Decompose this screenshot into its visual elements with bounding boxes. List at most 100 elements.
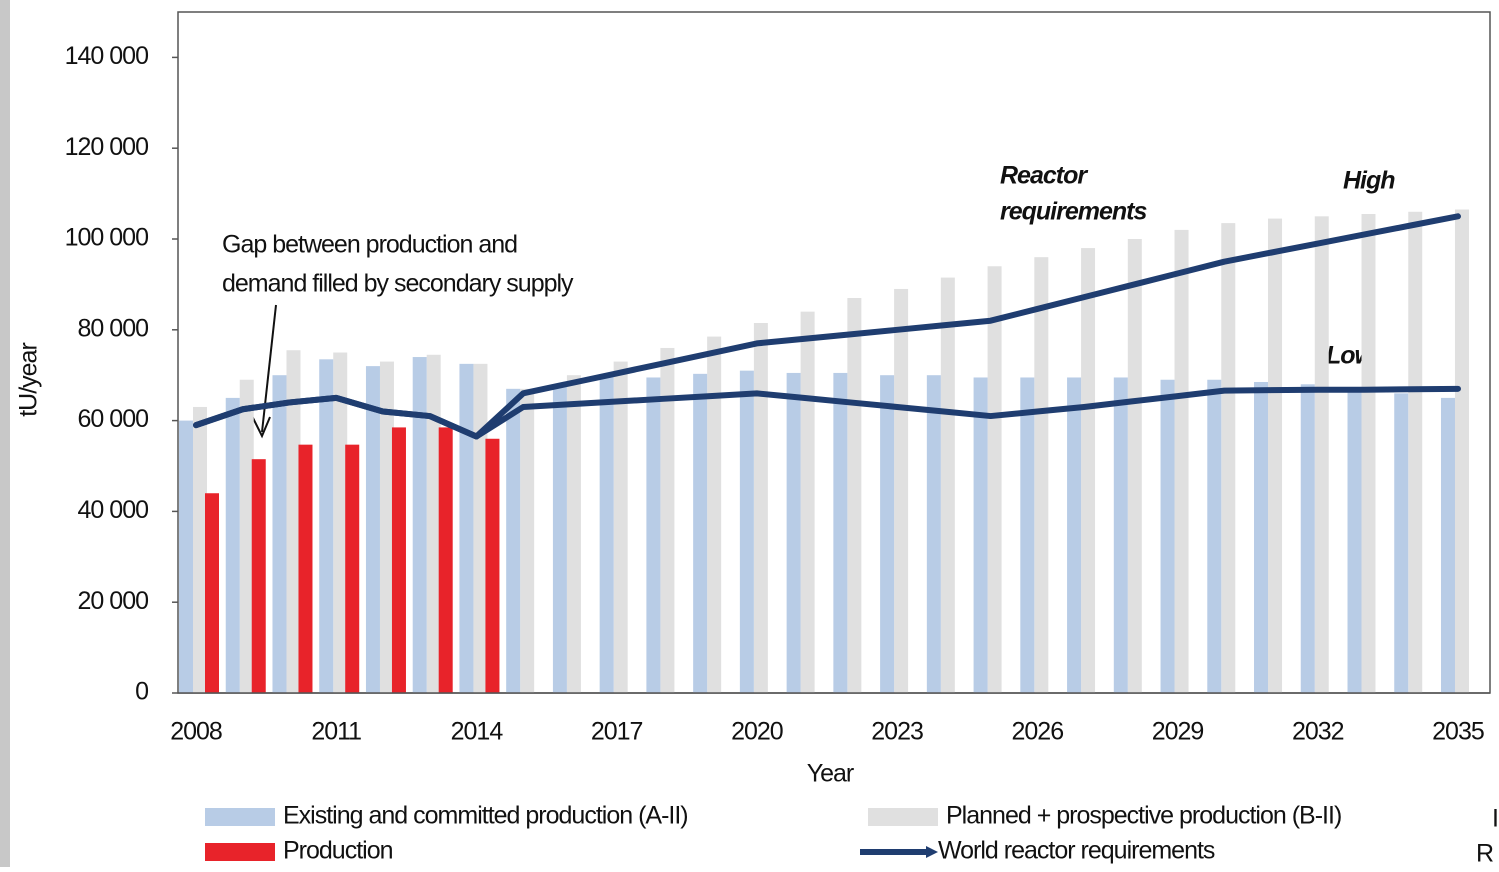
x-tick-label: 2011 bbox=[311, 718, 361, 746]
bar bbox=[786, 372, 801, 693]
x-tick-label: 2014 bbox=[451, 718, 504, 746]
bar bbox=[459, 363, 474, 693]
side-strip bbox=[0, 0, 10, 867]
legend-label: World reactor requirements bbox=[938, 837, 1215, 865]
bar bbox=[379, 361, 394, 693]
bar bbox=[880, 375, 895, 693]
bar bbox=[1361, 214, 1376, 693]
annotation: demand filled by secondary supply bbox=[222, 270, 574, 298]
legend-swatch bbox=[926, 846, 938, 858]
bar bbox=[520, 388, 535, 693]
x-tick-label: 2032 bbox=[1292, 718, 1344, 746]
bar bbox=[1254, 382, 1269, 693]
arrow bbox=[261, 304, 277, 433]
y-tick-label: 20 000 bbox=[78, 587, 149, 615]
bar bbox=[1174, 229, 1189, 694]
bar bbox=[599, 375, 614, 693]
legend-swatch bbox=[205, 808, 275, 826]
bar bbox=[940, 277, 955, 693]
bar bbox=[412, 357, 427, 693]
bar bbox=[566, 375, 581, 693]
bar bbox=[1160, 379, 1175, 693]
x-tick-label: 2029 bbox=[1152, 718, 1204, 746]
bar bbox=[1268, 218, 1283, 693]
x-tick-label: 2020 bbox=[731, 718, 783, 746]
bar bbox=[552, 384, 567, 693]
annotation: High bbox=[1343, 167, 1395, 195]
bar bbox=[225, 397, 240, 693]
annotation: requirements bbox=[1000, 198, 1147, 226]
edge-text: I bbox=[1492, 805, 1498, 833]
bar bbox=[987, 266, 1002, 693]
bar bbox=[1034, 257, 1049, 693]
x-tick-label: 2008 bbox=[170, 718, 222, 746]
bar bbox=[847, 298, 862, 693]
y-tick-label: 40 000 bbox=[78, 496, 149, 524]
bar bbox=[1081, 248, 1096, 693]
edge-text: R bbox=[1476, 840, 1493, 867]
legend-label: Planned + prospective production (B-II) bbox=[946, 802, 1341, 830]
bar bbox=[298, 444, 313, 693]
bar bbox=[205, 493, 219, 693]
bar bbox=[485, 438, 500, 693]
x-tick-label: 2035 bbox=[1432, 718, 1484, 746]
legend-label: Existing and committed production (A-II) bbox=[283, 802, 688, 830]
arrow-head bbox=[251, 415, 271, 439]
x-tick-label: 2026 bbox=[1012, 718, 1064, 746]
bar bbox=[646, 377, 661, 693]
bar bbox=[365, 366, 380, 693]
bar bbox=[707, 336, 722, 693]
bar bbox=[391, 427, 406, 693]
annotation: Gap between production and bbox=[222, 231, 517, 259]
x-tick-label: 2023 bbox=[871, 718, 923, 746]
y-tick-label: 100 000 bbox=[65, 224, 148, 252]
legend-swatch bbox=[868, 808, 938, 826]
bar bbox=[1207, 379, 1222, 693]
bar bbox=[438, 427, 453, 693]
x-axis-label: Year bbox=[807, 760, 854, 788]
y-tick-label: 80 000 bbox=[78, 314, 149, 342]
bar bbox=[506, 388, 521, 693]
bar bbox=[739, 370, 754, 693]
x-tick-label: 2017 bbox=[591, 718, 643, 746]
bar bbox=[660, 347, 675, 693]
bar bbox=[1347, 388, 1362, 693]
bar bbox=[894, 288, 909, 693]
bar bbox=[1440, 397, 1455, 693]
y-tick-label: 60 000 bbox=[78, 405, 149, 433]
bar bbox=[1113, 377, 1128, 693]
y-tick-label: 0 bbox=[135, 678, 148, 706]
bar bbox=[239, 379, 254, 693]
bar bbox=[1300, 384, 1315, 693]
annotation: Reactor bbox=[1000, 162, 1088, 190]
bar bbox=[286, 350, 301, 693]
y-tick-label: 140 000 bbox=[65, 42, 148, 70]
bar bbox=[473, 363, 488, 693]
line bbox=[193, 385, 1461, 440]
bar bbox=[426, 354, 441, 693]
bar bbox=[613, 361, 628, 693]
bar bbox=[1408, 211, 1423, 693]
bar bbox=[693, 373, 708, 693]
bar bbox=[800, 311, 815, 693]
y-tick-label: 120 000 bbox=[65, 133, 148, 161]
bar bbox=[1127, 239, 1142, 693]
bar bbox=[193, 406, 207, 693]
bar bbox=[179, 420, 193, 693]
bar bbox=[319, 359, 334, 693]
bar bbox=[1394, 393, 1409, 693]
bar bbox=[1454, 209, 1469, 694]
bar bbox=[251, 459, 266, 693]
bar bbox=[333, 352, 348, 693]
bar bbox=[1221, 223, 1236, 694]
legend-swatch bbox=[205, 843, 275, 861]
bar bbox=[345, 444, 360, 693]
legend-label: Production bbox=[283, 837, 393, 865]
bar bbox=[1020, 377, 1035, 693]
bar bbox=[926, 375, 941, 693]
bar bbox=[1067, 377, 1082, 693]
bar bbox=[753, 322, 768, 693]
bar bbox=[973, 377, 988, 693]
bar bbox=[833, 372, 848, 693]
